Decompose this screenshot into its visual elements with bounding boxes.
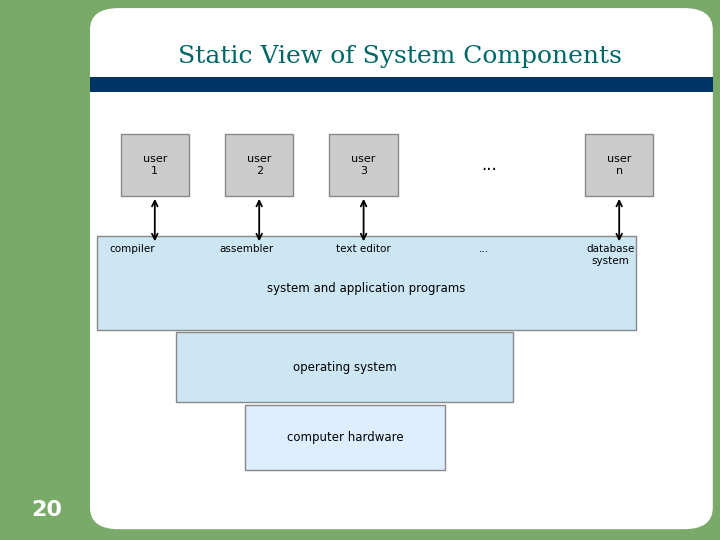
Text: user
3: user 3 <box>351 154 376 176</box>
Text: user
n: user n <box>607 154 631 176</box>
Text: text editor: text editor <box>336 244 391 254</box>
Text: ...: ... <box>482 156 498 174</box>
Text: compiler: compiler <box>109 244 155 254</box>
Bar <box>225 133 294 195</box>
Text: ...: ... <box>479 244 489 254</box>
Text: 20: 20 <box>31 500 63 521</box>
Bar <box>90 77 713 92</box>
Bar <box>121 133 189 195</box>
Text: user
1: user 1 <box>143 154 167 176</box>
Bar <box>176 332 513 402</box>
Text: assembler: assembler <box>220 244 274 254</box>
FancyBboxPatch shape <box>90 8 713 529</box>
Text: computer hardware: computer hardware <box>287 431 403 444</box>
Text: database
system: database system <box>586 244 635 266</box>
Bar <box>245 405 445 470</box>
Text: operating system: operating system <box>293 361 397 374</box>
Text: Static View of System Components: Static View of System Components <box>178 45 621 68</box>
Bar <box>330 133 397 195</box>
Bar <box>97 236 636 330</box>
Text: user
2: user 2 <box>247 154 271 176</box>
Bar <box>585 133 654 195</box>
Text: system and application programs: system and application programs <box>267 282 466 295</box>
